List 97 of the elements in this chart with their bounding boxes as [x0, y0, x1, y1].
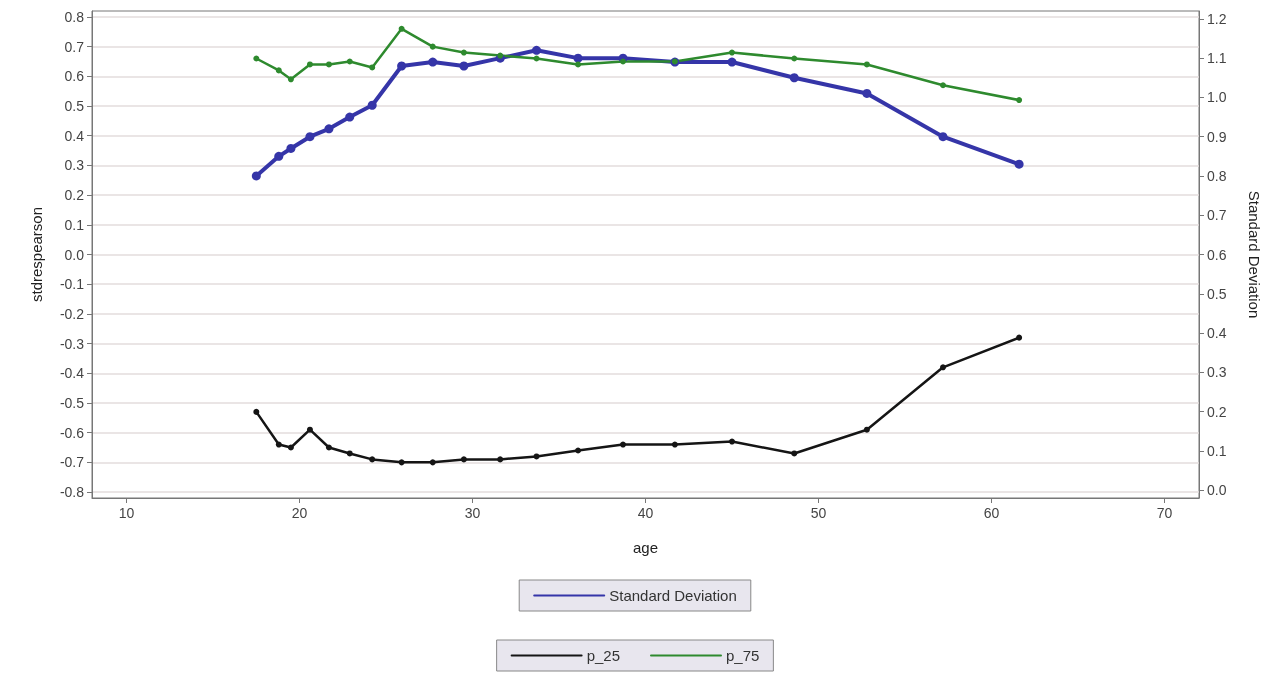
- point: [575, 61, 582, 68]
- legend-label: p_25: [586, 647, 621, 664]
- x-tick-label: 50: [810, 505, 827, 521]
- point: [1014, 159, 1024, 169]
- point: [1016, 334, 1023, 341]
- point: [940, 364, 947, 371]
- y2-tick-label: 0.2: [1207, 403, 1227, 420]
- point: [429, 459, 436, 466]
- point: [460, 49, 467, 56]
- point: [532, 45, 542, 55]
- point: [728, 49, 735, 56]
- point: [862, 88, 872, 98]
- y-tick-label: -0.6: [59, 424, 85, 441]
- y2-tick-label: 0.6: [1207, 246, 1227, 263]
- point: [533, 55, 540, 62]
- point: [325, 61, 332, 68]
- y-tick-label: 0.4: [64, 127, 85, 144]
- y-tick-label: 0.8: [64, 8, 85, 25]
- point: [324, 124, 334, 134]
- x-tick-label: 40: [637, 505, 654, 521]
- point: [287, 444, 294, 451]
- y-axis-title: stdrespearson: [28, 206, 45, 303]
- point: [1016, 97, 1023, 104]
- point: [345, 112, 355, 122]
- y-tick-label: -0.7: [59, 454, 85, 471]
- point: [305, 132, 315, 142]
- point: [369, 456, 376, 463]
- x-tick-label: 70: [1156, 505, 1173, 521]
- y2-axis-title: Standard Deviation: [1246, 190, 1263, 319]
- point: [863, 426, 870, 433]
- point: [938, 132, 948, 142]
- point: [275, 67, 282, 74]
- point: [459, 61, 469, 71]
- point: [306, 61, 313, 68]
- y-tick-label: -0.2: [59, 305, 85, 322]
- point: [367, 100, 377, 110]
- point: [369, 64, 376, 71]
- y2-tick-label: 0.3: [1207, 364, 1227, 381]
- y2-tick-label: 0.7: [1207, 207, 1227, 224]
- point: [275, 441, 282, 448]
- y-tick-label: 0.2: [64, 187, 85, 204]
- y-tick-label: -0.5: [59, 394, 85, 411]
- y-tick-label: 0.1: [64, 216, 85, 233]
- point: [286, 143, 296, 153]
- point: [397, 61, 407, 71]
- legend-label: p_75: [726, 647, 760, 664]
- y2-tick-label: 0.8: [1207, 167, 1227, 184]
- point: [791, 55, 798, 62]
- point: [398, 459, 405, 466]
- point: [325, 444, 332, 451]
- y-tick-label: -0.4: [59, 365, 85, 382]
- x-tick-label: 20: [291, 505, 308, 521]
- point: [497, 52, 504, 59]
- point: [306, 426, 313, 433]
- y-tick-label: 0.5: [64, 98, 85, 115]
- point: [253, 408, 260, 415]
- point: [728, 438, 735, 445]
- point: [671, 441, 678, 448]
- point: [497, 456, 504, 463]
- y2-tick-label: 0.5: [1207, 285, 1227, 302]
- point: [253, 55, 260, 62]
- point: [533, 453, 540, 460]
- point: [620, 58, 627, 65]
- y2-tick-label: 1.1: [1207, 50, 1227, 67]
- point: [274, 151, 284, 161]
- y-tick-label: 0.7: [64, 38, 85, 55]
- y2-tick-label: 0.1: [1207, 442, 1227, 459]
- y2-tick-label: 0.0: [1207, 482, 1227, 499]
- y2-tick-label: 0.9: [1207, 128, 1227, 145]
- y-tick-label: -0.3: [59, 335, 85, 352]
- y2-tick-label: 0.4: [1207, 325, 1227, 342]
- point: [791, 450, 798, 457]
- point: [460, 456, 467, 463]
- y-tick-label: 0.3: [64, 157, 85, 174]
- y-tick-label: -0.8: [59, 484, 85, 501]
- point: [428, 57, 438, 67]
- point: [573, 53, 583, 63]
- point: [398, 25, 405, 32]
- point: [575, 447, 582, 454]
- x-axis-title: age: [632, 539, 659, 556]
- point: [429, 43, 436, 50]
- point: [727, 57, 737, 67]
- point: [789, 73, 799, 83]
- point: [940, 82, 947, 89]
- y-tick-label: 0.0: [64, 246, 85, 263]
- y-tick-label: 0.6: [64, 68, 85, 85]
- x-tick-label: 30: [464, 505, 481, 521]
- point: [863, 61, 870, 68]
- y2-tick-label: 1.2: [1207, 10, 1227, 27]
- legend-label: Standard Deviation: [609, 587, 737, 604]
- x-tick-label: 60: [983, 505, 1000, 521]
- point: [620, 441, 627, 448]
- point: [251, 171, 261, 181]
- y2-tick-label: 1.0: [1207, 89, 1227, 106]
- point: [287, 76, 294, 83]
- x-tick-label: 10: [118, 505, 135, 521]
- y-tick-label: -0.1: [59, 276, 85, 293]
